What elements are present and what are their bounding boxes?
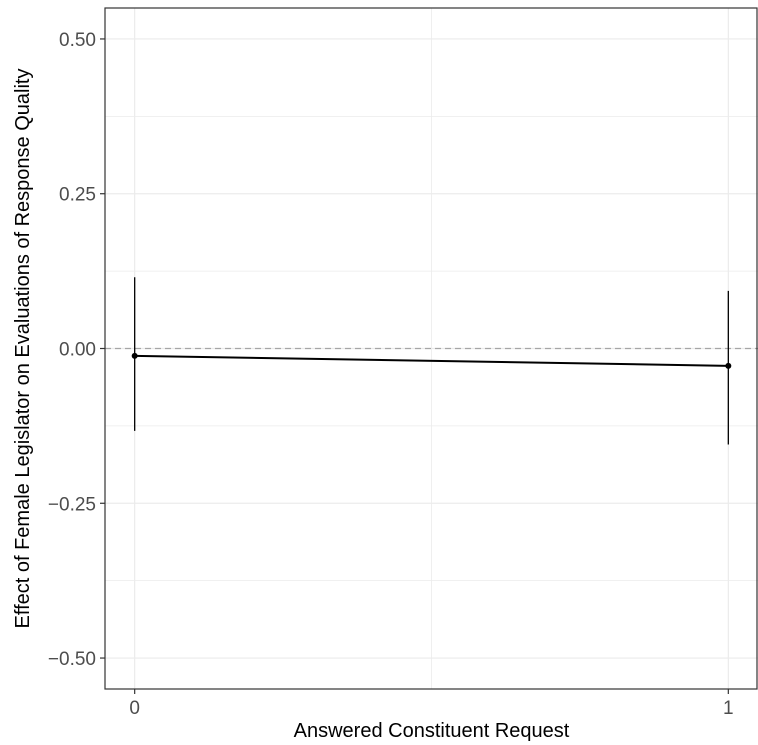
y-tick-label: 0.50	[59, 30, 96, 51]
y-tick-label: 0.00	[59, 340, 96, 361]
y-tick-label: −0.50	[48, 649, 96, 670]
x-tick-label: 0	[129, 698, 140, 719]
y-axis-ticks: 0.50 0.25 0.00 −0.25 −0.50	[48, 30, 105, 670]
data-point	[131, 352, 138, 359]
data-points	[131, 352, 732, 369]
y-tick-label: −0.25	[48, 494, 96, 515]
data-point	[725, 362, 732, 369]
x-axis-title: Answered Constituent Request	[294, 720, 570, 742]
y-axis-title: Effect of Female Legislator on Evaluatio…	[12, 69, 34, 629]
x-tick-label: 1	[723, 698, 734, 719]
y-tick-label: 0.25	[59, 185, 96, 206]
series-line	[134, 354, 729, 367]
major-gridlines	[105, 8, 758, 689]
